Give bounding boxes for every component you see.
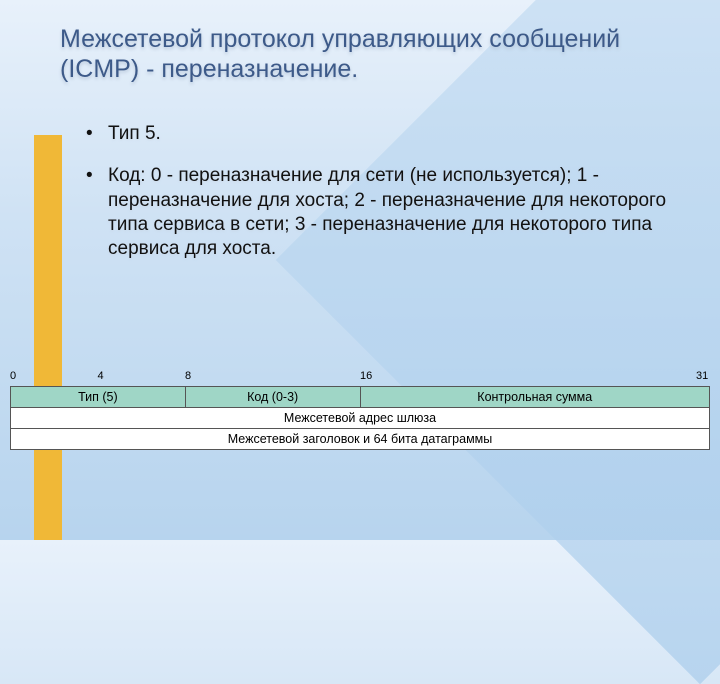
slide-content: Межсетевой протокол управляющих сообщени… — [60, 25, 670, 280]
bullet-item: Код: 0 - переназначение для сети (не исп… — [86, 164, 670, 261]
ruler-tick: 31 — [696, 370, 708, 382]
field-code: Код (0-3) — [185, 387, 360, 408]
sidebar-accent — [34, 135, 62, 540]
field-gateway: Межсетевой адрес шлюза — [11, 408, 710, 429]
packet-row: Межсетевой заголовок и 64 бита датаграмм… — [11, 429, 710, 450]
packet-diagram: 0 4 8 16 31 Тип (5) Код (0-3) Контрольна… — [6, 370, 712, 450]
packet-row: Межсетевой адрес шлюза — [11, 408, 710, 429]
ruler-tick: 16 — [360, 370, 372, 382]
ruler-tick: 0 — [10, 370, 16, 382]
packet-row-header: Тип (5) Код (0-3) Контрольная сумма — [11, 387, 710, 408]
packet-table: Тип (5) Код (0-3) Контрольная сумма Межс… — [10, 386, 710, 450]
bullet-list: Тип 5. Код: 0 - переназначение для сети … — [86, 122, 670, 262]
bullet-item: Тип 5. — [86, 122, 670, 146]
ruler-tick: 4 — [98, 370, 104, 382]
ruler-tick: 8 — [185, 370, 191, 382]
field-type: Тип (5) — [11, 387, 186, 408]
bit-ruler: 0 4 8 16 31 — [10, 370, 710, 386]
field-payload: Межсетевой заголовок и 64 бита датаграмм… — [11, 429, 710, 450]
field-checksum: Контрольная сумма — [360, 387, 710, 408]
slide-title: Межсетевой протокол управляющих сообщени… — [60, 25, 670, 84]
